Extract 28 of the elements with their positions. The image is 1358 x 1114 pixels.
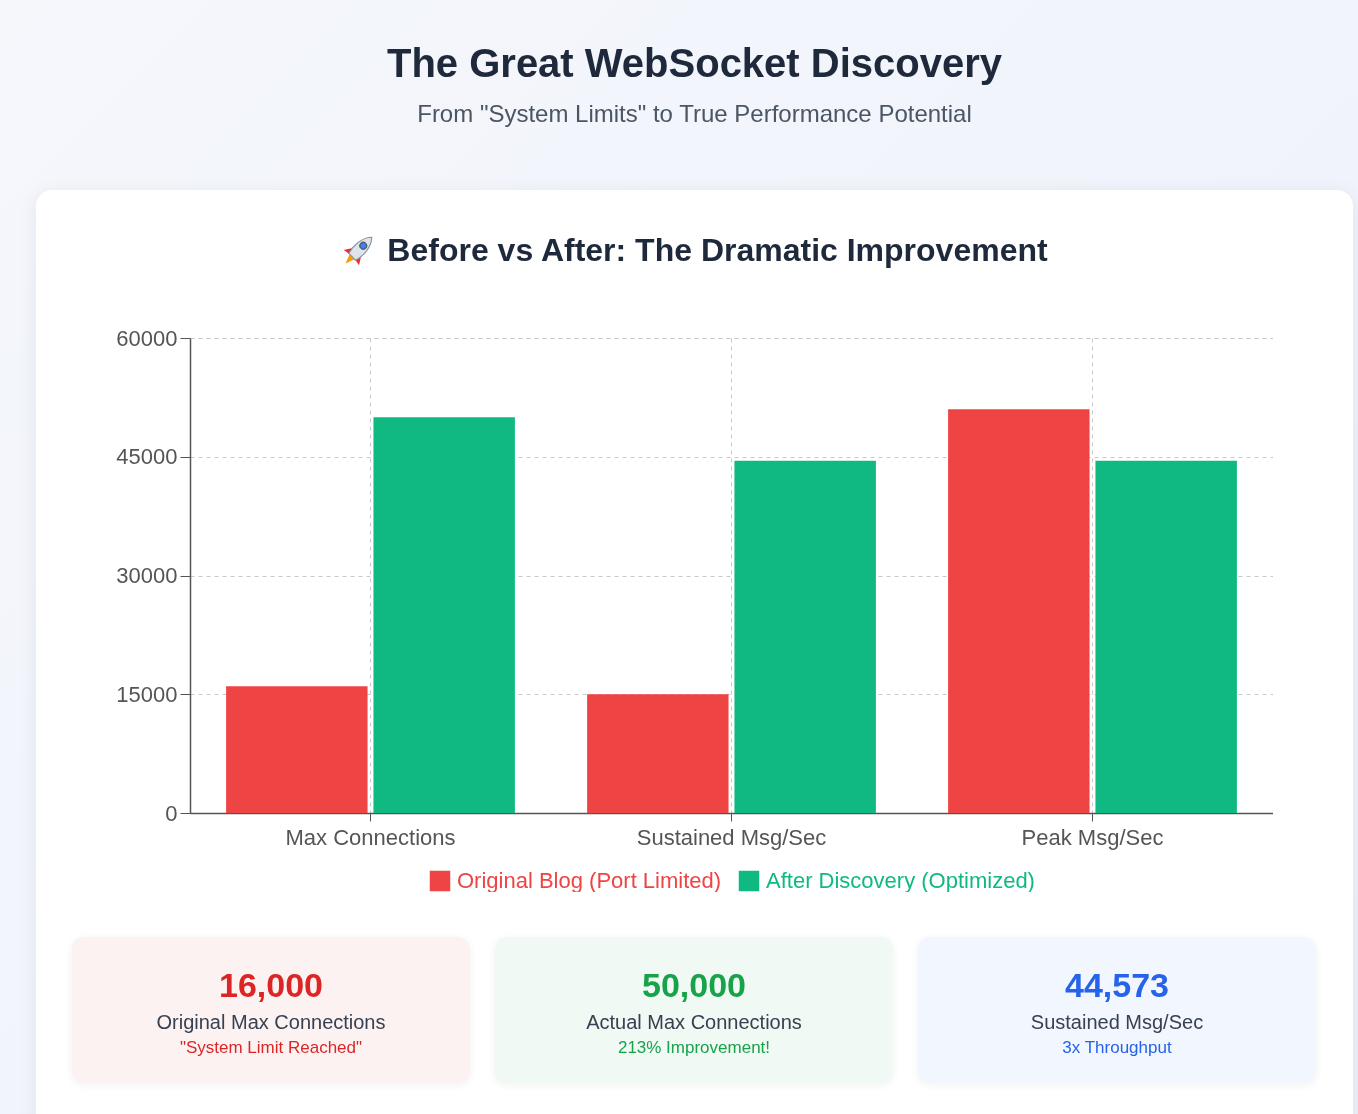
text: 213% Improvement! [616,1037,772,1059]
y-tick-label: 15000 [116,681,178,707]
text: The Great WebSocket Discovery [385,40,1004,87]
text: 50,000 [641,965,747,1005]
bar [1095,460,1237,813]
text: Sustained Msg/Sec [1029,1010,1205,1035]
bar [948,409,1090,813]
text: "System Limit Reached" [178,1037,364,1059]
x-tick-label: Peak Msg/Sec [1021,824,1164,850]
text: Original Max Connections [155,1010,387,1035]
x-tick-label: Sustained Msg/Sec [636,824,827,850]
bar [587,694,729,813]
legend-label: Original Blog (Port Limited) [457,868,722,893]
bar [226,686,368,813]
y-tick-label: 30000 [116,563,178,588]
y-tick-label: 45000 [116,444,178,470]
bar [734,460,876,813]
text: Actual Max Connections [585,1010,803,1035]
y-tick-label: 60000 [116,325,178,351]
x-tick-label: Max Connections [285,824,456,850]
text: 16,000 [218,965,324,1005]
text: From "System Limits" to True Performance Potential [416,99,973,129]
legend-label: After Discovery (Optimized) [766,868,1035,893]
text: 44,573 [1064,965,1170,1005]
y-tick-label: 0 [165,800,178,826]
chart-title: Before vs After: The Dramatic Improvement [387,231,1048,270]
bar [373,417,515,813]
text: 3x Throughput [1061,1037,1173,1059]
